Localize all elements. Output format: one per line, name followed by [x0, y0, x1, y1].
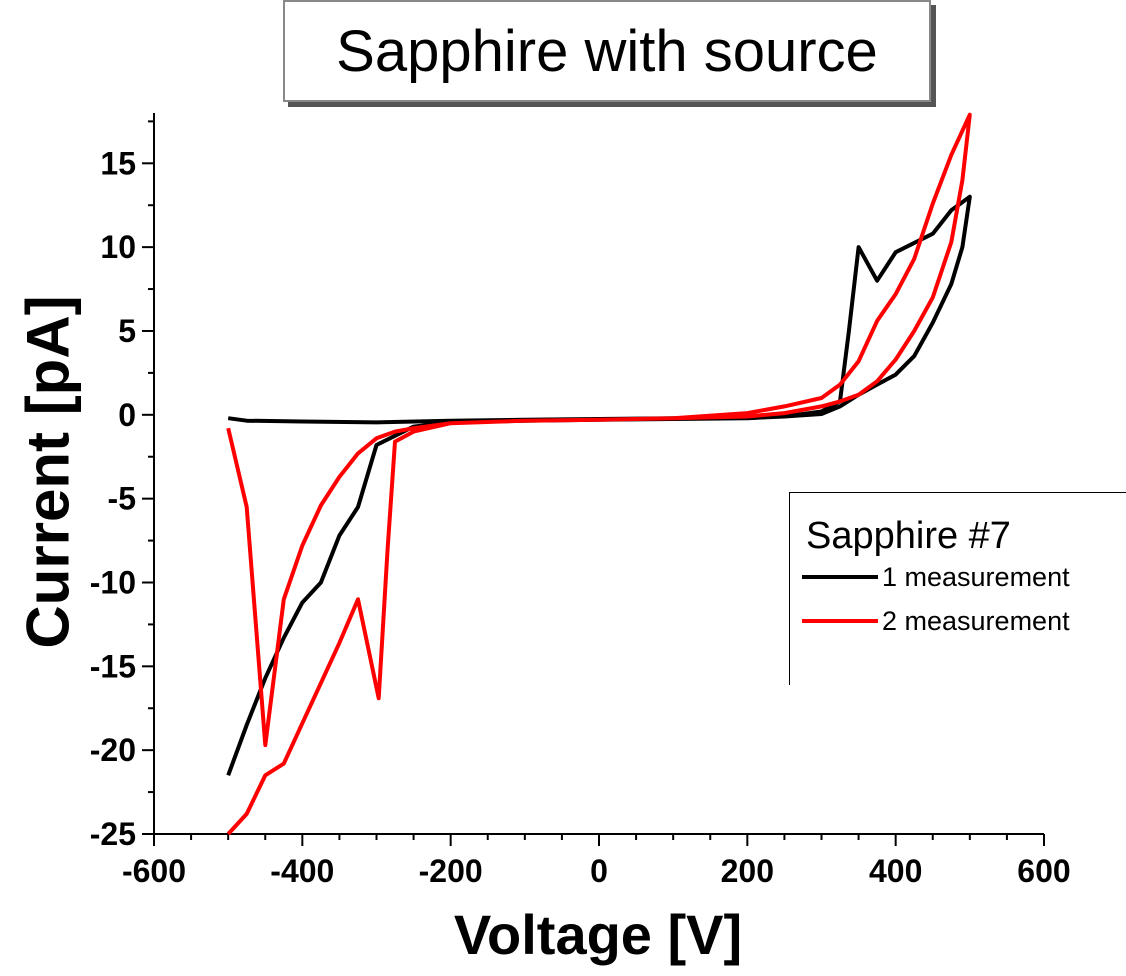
legend-item-2: 2 measurement: [802, 606, 1070, 636]
y-tick-label: -10: [90, 564, 136, 600]
chart-title-box: Sapphire with source: [283, 0, 931, 102]
legend-label-1: 1 measurement: [882, 561, 1070, 592]
axes: -600 -400 -200 0 200 400 600 -25 -20 -15 -10 -5 0 5 10…: [90, 113, 1071, 889]
legend: Sapphire #7 1 measurement 2 measurement: [789, 492, 1126, 685]
series-line-2: [226, 112, 972, 836]
legend-swatch-1: [802, 575, 878, 579]
y-tick-label: -25: [90, 816, 136, 852]
y-tick-label: -5: [108, 481, 136, 517]
chart-title: Sapphire with source: [336, 18, 878, 84]
x-tick-label: -400: [270, 853, 334, 889]
x-tick-label: 200: [721, 853, 774, 889]
legend-label-2: 2 measurement: [882, 605, 1070, 636]
y-tick-label: 0: [118, 397, 136, 433]
legend-item-1: 1 measurement: [802, 562, 1070, 592]
x-tick-label: 600: [1017, 853, 1070, 889]
x-tick-label: -200: [419, 853, 483, 889]
x-axis-label: Voltage [V]: [453, 903, 743, 966]
y-tick-label: 10: [100, 229, 136, 265]
y-tick-label: -20: [90, 732, 136, 768]
x-tick-label: 0: [590, 853, 608, 889]
y-tick-label: -15: [90, 648, 136, 684]
series-line-1: [226, 194, 972, 776]
x-tick-label: 400: [869, 853, 922, 889]
legend-swatch-2: [802, 619, 878, 623]
y-tick-label: 15: [100, 145, 136, 181]
y-tick-label: 5: [118, 313, 136, 349]
y-axis-label: Current [pA]: [14, 295, 82, 649]
legend-title: Sapphire #7: [806, 515, 1011, 557]
x-tick-label: -600: [122, 853, 186, 889]
series-layer: [226, 112, 972, 836]
